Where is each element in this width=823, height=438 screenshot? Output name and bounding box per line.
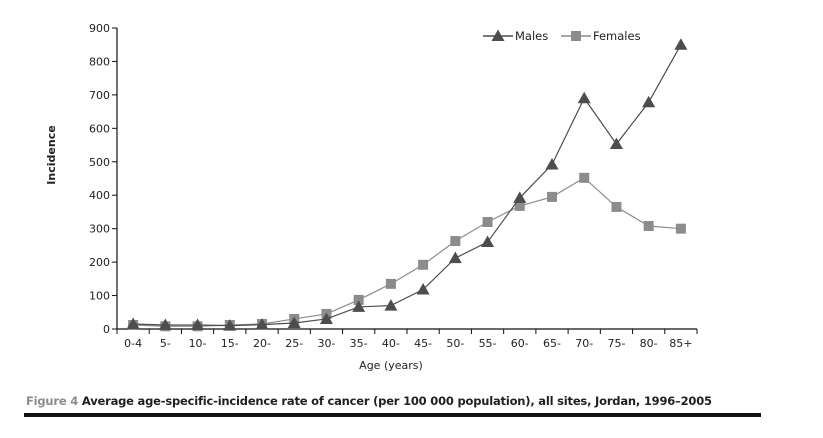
y-axis-title: Incidence (45, 125, 58, 184)
y-tick-label: 900 (89, 22, 110, 35)
series-males (126, 38, 688, 331)
male-point (577, 91, 591, 104)
y-tick-label: 400 (89, 189, 110, 202)
x-tick-label: 70- (575, 337, 593, 350)
caption-rule (24, 413, 761, 417)
y-tick-label: 100 (89, 290, 110, 303)
y-tick-label: 500 (89, 156, 110, 169)
male-point (319, 312, 333, 324)
series-line-females (133, 177, 681, 327)
x-tick-label: 10- (189, 337, 207, 350)
series-females (128, 172, 686, 332)
legend-females-marker (571, 31, 581, 41)
male-point (191, 318, 205, 330)
x-tick-label: 75- (607, 337, 625, 350)
figure-caption: Figure 4 Average age-specific-incidence … (26, 394, 712, 408)
female-point (450, 236, 461, 247)
legend-females-label: Females (593, 29, 641, 43)
male-point (416, 283, 430, 295)
x-tick-label: 20- (253, 337, 271, 350)
male-point (255, 318, 269, 330)
x-tick-label: 65- (543, 337, 561, 350)
x-tick-label: 80- (640, 337, 658, 350)
x-axis: 0-4 5- 10- 15- 20- 25- 30- 35- 40- 45- 50- 55- 60- 65… (116, 328, 698, 350)
male-point (384, 299, 398, 311)
legend-males-marker (491, 29, 505, 41)
male-point (481, 235, 495, 248)
female-point (385, 278, 396, 289)
female-point (675, 223, 686, 234)
x-tick-label: 25- (285, 337, 303, 350)
x-tick-label: 60- (511, 337, 529, 350)
y-tick-label: 700 (89, 89, 110, 102)
female-point (418, 259, 429, 270)
male-point (642, 95, 656, 108)
y-tick-label: 0 (103, 323, 110, 336)
figure-label: Figure 4 (26, 394, 79, 408)
legend-males-label: Males (515, 29, 548, 43)
male-point (513, 191, 527, 203)
male-point (352, 300, 366, 312)
x-tick-label: 35- (350, 337, 368, 350)
female-point (514, 200, 525, 211)
female-point (547, 191, 557, 202)
male-point (674, 38, 688, 50)
series-line-males (133, 44, 682, 327)
male-point (545, 157, 559, 170)
x-tick-label: 0-4 (124, 337, 142, 350)
y-tick-label: 800 (89, 55, 110, 68)
x-tick-label: 85+ (669, 337, 692, 350)
female-point (353, 294, 364, 305)
x-tick-label: 15- (221, 337, 239, 350)
x-tick-label: 30- (317, 337, 335, 350)
male-point (287, 316, 301, 328)
legend: Males Females (483, 29, 641, 43)
x-tick-label: 40- (382, 337, 400, 350)
male-point (126, 317, 140, 329)
x-tick-label: 55- (479, 337, 497, 350)
male-point (448, 251, 462, 264)
y-axis: 0 100 200 300 400 500 600 700 800 900 (89, 22, 118, 336)
female-point (482, 216, 493, 227)
x-tick-label: 5- (160, 337, 171, 350)
female-point (579, 172, 590, 183)
male-point (158, 318, 172, 330)
y-tick-label: 200 (89, 256, 110, 269)
male-point (223, 319, 237, 331)
y-tick-label: 600 (89, 122, 110, 135)
caption-text: Average age-specific-incidence rate of c… (81, 394, 712, 408)
male-point (609, 137, 623, 150)
female-point (643, 220, 654, 231)
series-layer (126, 38, 688, 332)
y-tick-label: 300 (89, 223, 110, 236)
line-chart: 0 100 200 300 400 500 600 700 800 900 0-4 5- 10- 15-… (45, 22, 698, 372)
x-tick-label: 45- (414, 337, 432, 350)
x-tick-label: 50- (446, 337, 464, 350)
female-point (611, 201, 622, 212)
x-axis-title: Age (years) (359, 359, 423, 372)
